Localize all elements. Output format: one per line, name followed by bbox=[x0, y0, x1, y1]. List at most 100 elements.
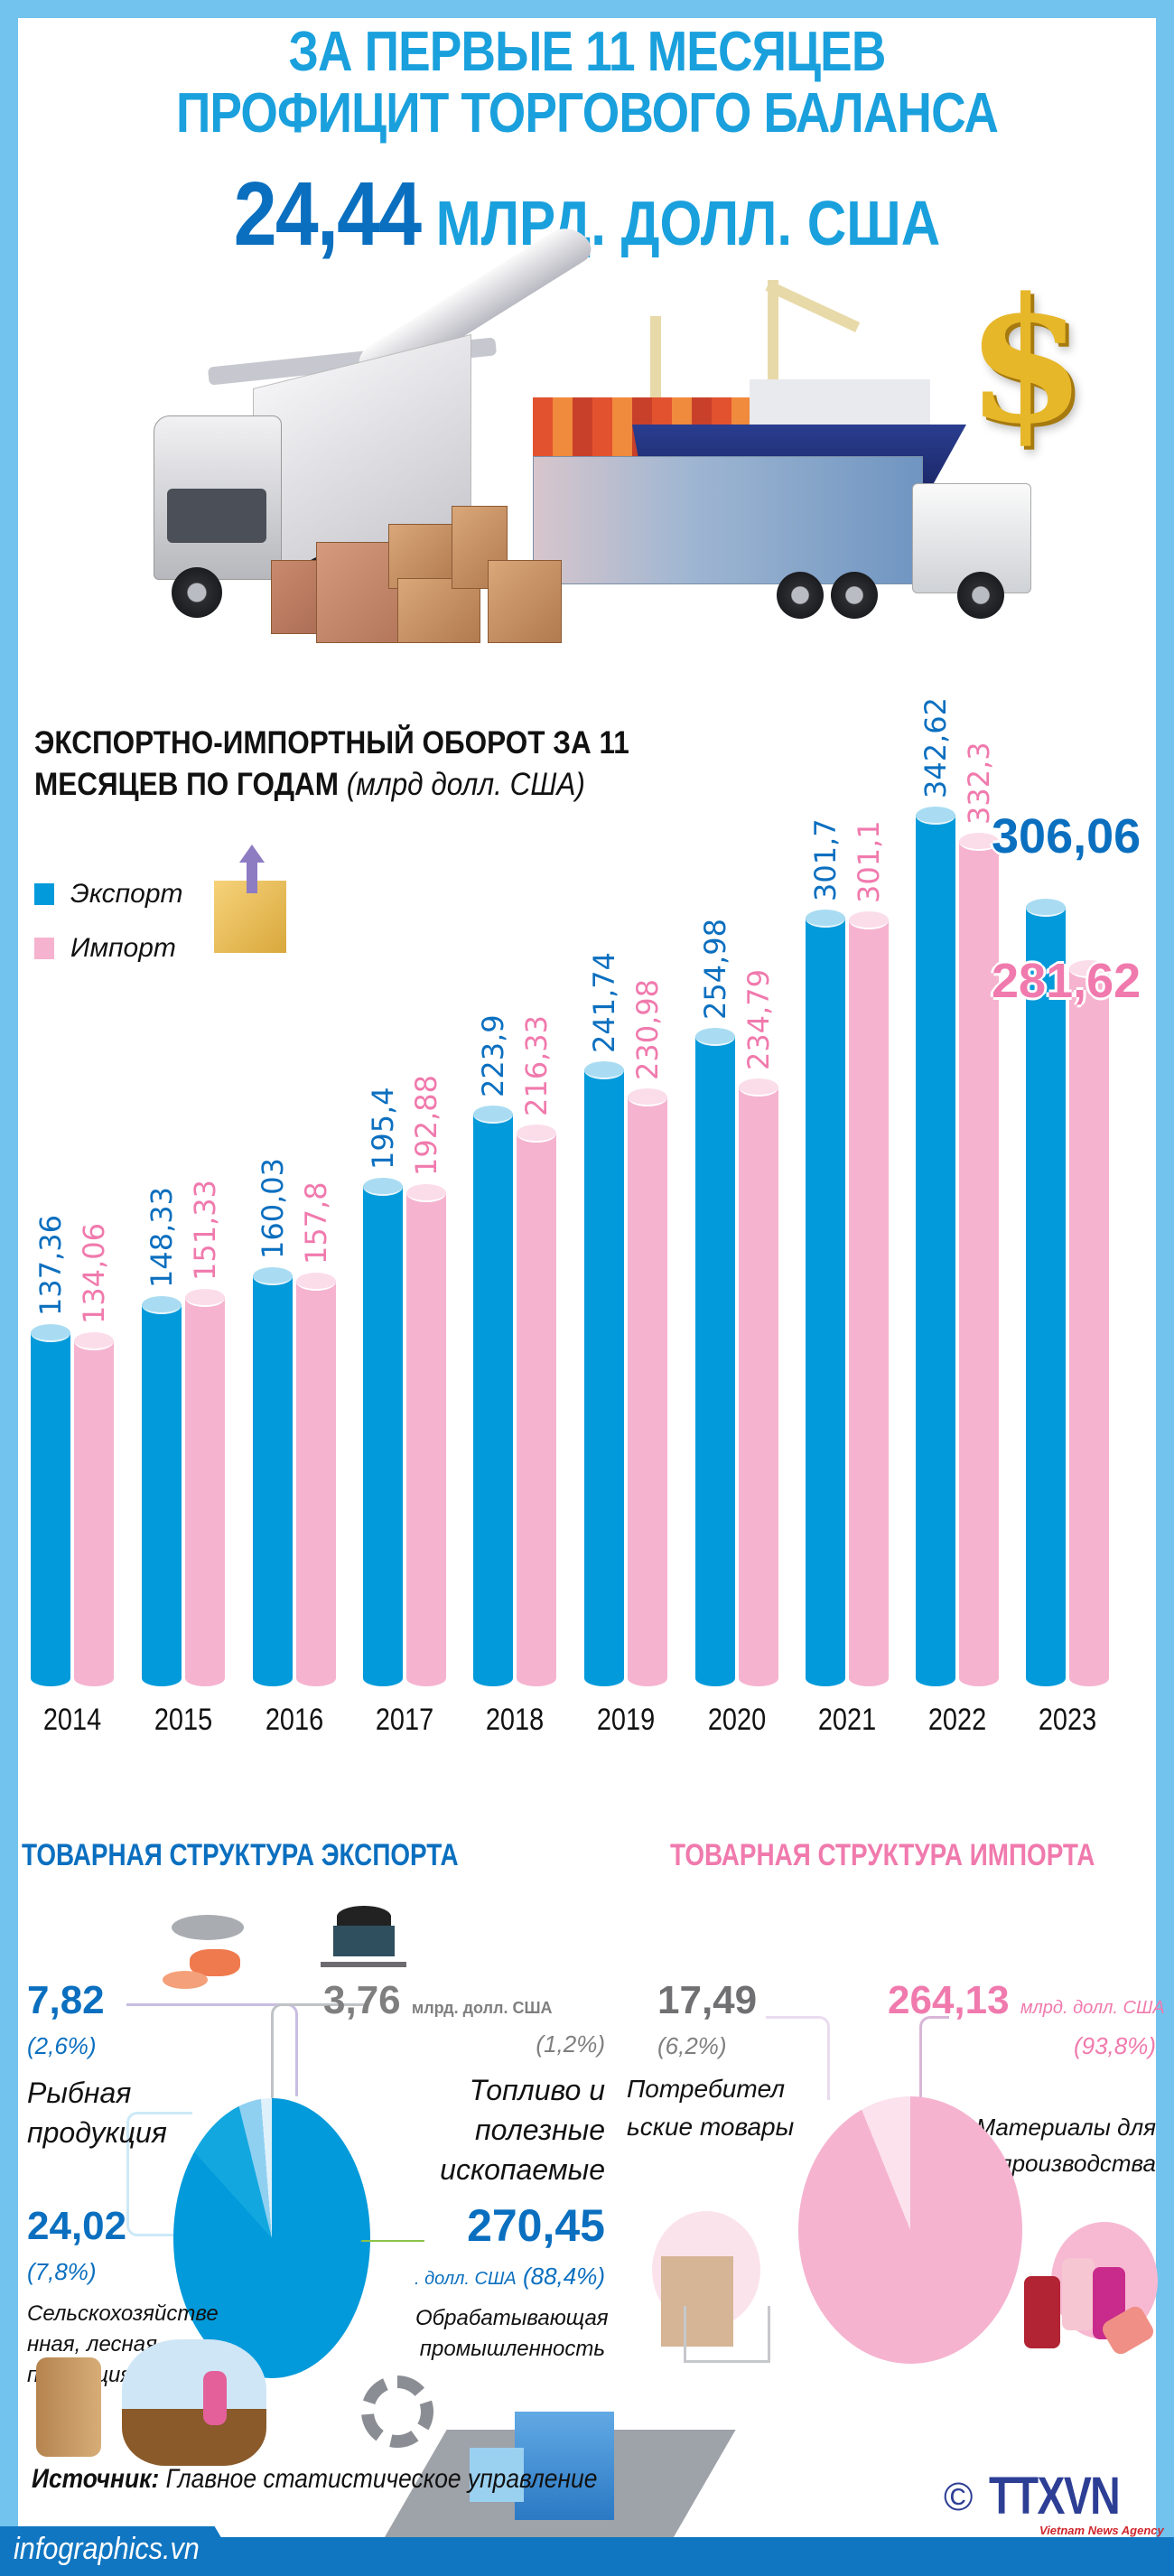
fuel-value-unit: млрд. долл. США bbox=[411, 1999, 553, 2017]
chart-title-unit: (млрд долл. США) bbox=[346, 767, 585, 802]
surplus-unit: МЛРД. ДОЛЛ. США bbox=[435, 188, 941, 258]
export-bar-2019: 241,74 bbox=[584, 952, 624, 1686]
manufacturing-unit: . долл. США bbox=[415, 2269, 517, 2289]
connector-agri bbox=[126, 2112, 192, 2236]
agency-subtitle: Vietnam News Agency bbox=[1039, 2524, 1164, 2537]
export-bar-2017: 195,4 bbox=[363, 1087, 403, 1686]
fuel-value-number: 3,76 bbox=[323, 1978, 401, 2022]
grocery-basket-icon bbox=[652, 2211, 770, 2363]
bar-value-label: 301,1 bbox=[852, 820, 886, 903]
bar-value-label: 151,33 bbox=[188, 1180, 222, 1281]
cardboard-boxes-icon bbox=[271, 506, 578, 643]
bar-value-label: 234,79 bbox=[741, 969, 776, 1070]
import-bar-2020: 234,79 bbox=[739, 969, 778, 1686]
bar-value-label: 195,4 bbox=[366, 1087, 400, 1170]
bar-value-label: 216,33 bbox=[519, 1015, 554, 1116]
bar-value-label: 160,03 bbox=[256, 1158, 290, 1259]
export-bar-2020: 254,98 bbox=[695, 919, 735, 1686]
import-swatch bbox=[34, 938, 54, 959]
fish-value: 7,82 bbox=[27, 1978, 105, 2022]
headline-line-2: ПРОФИЦИТ ТОРГОВОГО БАЛАНСА bbox=[175, 82, 999, 145]
bar-value-label: 157,8 bbox=[299, 1181, 333, 1265]
year-label: 2023 bbox=[1038, 1703, 1097, 1737]
copyright-icon: © bbox=[944, 2475, 974, 2519]
bar-value-label: 192,88 bbox=[409, 1075, 443, 1176]
bar-value-label: 134,06 bbox=[77, 1223, 111, 1324]
bar-value-label: 301,7 bbox=[808, 818, 843, 901]
footer-tab bbox=[0, 2526, 244, 2576]
manufacturing-label: Обрабатывающая промышленность bbox=[415, 2306, 609, 2361]
bar-value-label: 342,62 bbox=[918, 697, 953, 798]
bar-chart: 137,36 134,06 148,33 151,33 160,03 157,8 195,4… bbox=[31, 697, 1109, 1686]
year-label: 2014 bbox=[42, 1703, 102, 1737]
import-bar-2023 bbox=[1069, 960, 1109, 1686]
consumer-value: 17,49 bbox=[657, 1978, 758, 2022]
legend-label-export: Экспорт bbox=[70, 879, 183, 909]
import-bar-2015: 151,33 bbox=[185, 1180, 225, 1686]
connector-fuel bbox=[271, 2003, 364, 2105]
open-box-icon bbox=[203, 845, 303, 953]
coal-cart-icon bbox=[321, 1906, 406, 1974]
surplus-figure: 24,44 МЛРД. ДОЛЛ. США bbox=[82, 163, 1092, 266]
source-text: Главное статистическое управление bbox=[165, 2464, 598, 2494]
legend-item-import: Импорт bbox=[34, 921, 183, 975]
import-bar-2022: 332,3 bbox=[959, 742, 999, 1686]
year-label: 2016 bbox=[265, 1703, 324, 1737]
export-bar-2021: 301,7 bbox=[806, 818, 845, 1686]
fuel-pct: (1,2%) bbox=[536, 2030, 605, 2058]
export-bar-2018: 223,9 bbox=[473, 1014, 513, 1686]
year-label: 2019 bbox=[596, 1703, 656, 1737]
trade-logistics-illustration bbox=[154, 218, 1031, 643]
year-label: 2021 bbox=[817, 1703, 877, 1737]
highlight-import-2023: 281,62 bbox=[992, 954, 1141, 1008]
import-bar-2014: 134,06 bbox=[74, 1223, 114, 1686]
import-bar-2019: 230,98 bbox=[628, 979, 667, 1686]
export-bar-2023 bbox=[1026, 899, 1066, 1686]
year-label: 2022 bbox=[927, 1703, 987, 1737]
import-structure-title: ТОВАРНАЯ СТРУКТУРА ИМПОРТА bbox=[670, 1838, 1095, 1872]
export-bar-2015: 148,33 bbox=[142, 1187, 182, 1686]
ttxvn-logo: © TTXVN Vietnam News Agency bbox=[944, 2466, 1164, 2538]
materials-value-unit: млрд. долл. США bbox=[1020, 1998, 1165, 2018]
bar-value-label: 230,98 bbox=[630, 979, 665, 1080]
manufacturing-pct-value: (88,4%) bbox=[522, 2263, 605, 2290]
fish-seafood-icon bbox=[163, 1915, 262, 1996]
fuel-value: 3,76 млрд. долл. США bbox=[323, 1978, 553, 2023]
export-pie-chart bbox=[173, 2098, 370, 2378]
legend-label-import: Импорт bbox=[70, 933, 176, 963]
site-link[interactable]: infographics.vn bbox=[14, 2532, 200, 2566]
connector-materials bbox=[919, 2016, 949, 2100]
chart-title: ЭКСПОРТНО-ИМПОРТНЫЙ ОБОРОТ ЗА 11 МЕСЯЦЕВ… bbox=[34, 723, 652, 806]
bar-value-label: 241,74 bbox=[587, 952, 621, 1053]
container-truck-icon bbox=[533, 456, 1039, 628]
bar-value-label: 254,98 bbox=[698, 919, 732, 1020]
consumer-label: Потребител ьские товары bbox=[627, 2075, 795, 2141]
agri-pct: (7,8%) bbox=[27, 2258, 97, 2285]
year-label: 2018 bbox=[485, 1703, 545, 1737]
export-bar-2014: 137,36 bbox=[31, 1215, 70, 1686]
export-swatch bbox=[34, 883, 54, 905]
connector-consumer bbox=[766, 2016, 830, 2100]
source-label: Источник: bbox=[32, 2464, 160, 2494]
import-bar-2018: 216,33 bbox=[517, 1015, 556, 1686]
bar-value-label: 148,33 bbox=[144, 1187, 179, 1288]
fish-pct: (2,6%) bbox=[27, 2032, 97, 2059]
agriculture-forestry-icon bbox=[36, 2330, 271, 2466]
materials-pct: (93,8%) bbox=[1073, 2032, 1156, 2059]
factory-icon bbox=[361, 2375, 736, 2565]
connector-manufacturing bbox=[361, 2240, 424, 2242]
materials-value-number: 264,13 bbox=[888, 1978, 1010, 2022]
agri-value: 24,02 bbox=[27, 2204, 127, 2248]
import-pie-chart bbox=[798, 2096, 1022, 2364]
import-bar-2017: 192,88 bbox=[406, 1075, 446, 1686]
import-bar-2016: 157,8 bbox=[296, 1181, 336, 1686]
bar-value-label: 137,36 bbox=[33, 1215, 68, 1316]
headline-line-1: ЗА ПЕРВЫЕ 11 МЕСЯЦЕВ bbox=[288, 21, 886, 83]
highlight-export-2023: 306,06 bbox=[992, 809, 1141, 863]
connector-fish bbox=[126, 2003, 298, 2096]
manufacturing-value: 270,45 bbox=[467, 2200, 605, 2251]
thread-spools-icon bbox=[1024, 2222, 1158, 2357]
legend-item-export: Экспорт bbox=[34, 867, 183, 921]
export-structure-title: ТОВАРНАЯ СТРУКТУРА ЭКСПОРТА bbox=[22, 1838, 459, 1872]
consumer-pct: (6,2%) bbox=[657, 2032, 727, 2059]
